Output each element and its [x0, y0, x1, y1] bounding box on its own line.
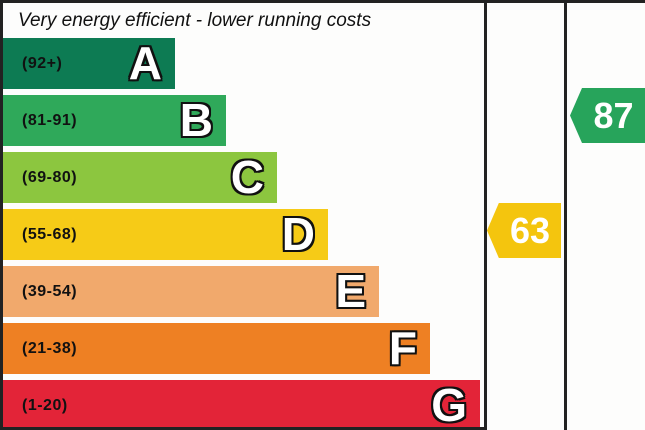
chart-title: Very energy efficient - lower running co… — [18, 10, 372, 31]
band-g-range-label: (1-20) — [22, 396, 68, 414]
potential-rating-arrow: 87 — [570, 88, 645, 143]
current-rating-value: 63 — [509, 209, 551, 251]
band-e-bar: (39-54) E — [3, 266, 379, 317]
band-rows: (92+) A (81-91) B (69-80) C (55-68) D (3… — [3, 38, 645, 430]
current-rating-arrow: 63 — [487, 203, 561, 258]
band-g-letter: G — [431, 378, 467, 430]
band-a-bar: (92+) A — [3, 38, 175, 89]
band-a-letter: A — [128, 36, 162, 89]
band-e-letter: E — [335, 264, 366, 317]
band-b-range-label: (81-91) — [22, 111, 78, 129]
band-c-letter: C — [230, 150, 264, 203]
potential-rating-value: 87 — [593, 94, 634, 136]
band-d-range-label: (55-68) — [22, 225, 78, 243]
band-b-bar: (81-91) B — [3, 95, 226, 146]
band-f-letter: F — [388, 321, 417, 374]
potential-column-divider-line — [564, 3, 567, 430]
band-b-letter: B — [179, 93, 213, 146]
band-f-bar: (21-38) F — [3, 323, 430, 374]
band-f-range-label: (21-38) — [22, 339, 78, 357]
band-g-bar: (1-20) G — [3, 380, 480, 430]
band-c-bar: (69-80) C — [3, 152, 277, 203]
band-d-bar: (55-68) D — [3, 209, 328, 260]
band-d-letter: D — [281, 207, 315, 260]
band-e-range-label: (39-54) — [22, 282, 78, 300]
band-a-range-label: (92+) — [22, 54, 63, 72]
chart-bottom-divider-line — [3, 427, 487, 430]
current-column-divider-line — [484, 3, 487, 430]
band-c-range-label: (69-80) — [22, 168, 78, 186]
